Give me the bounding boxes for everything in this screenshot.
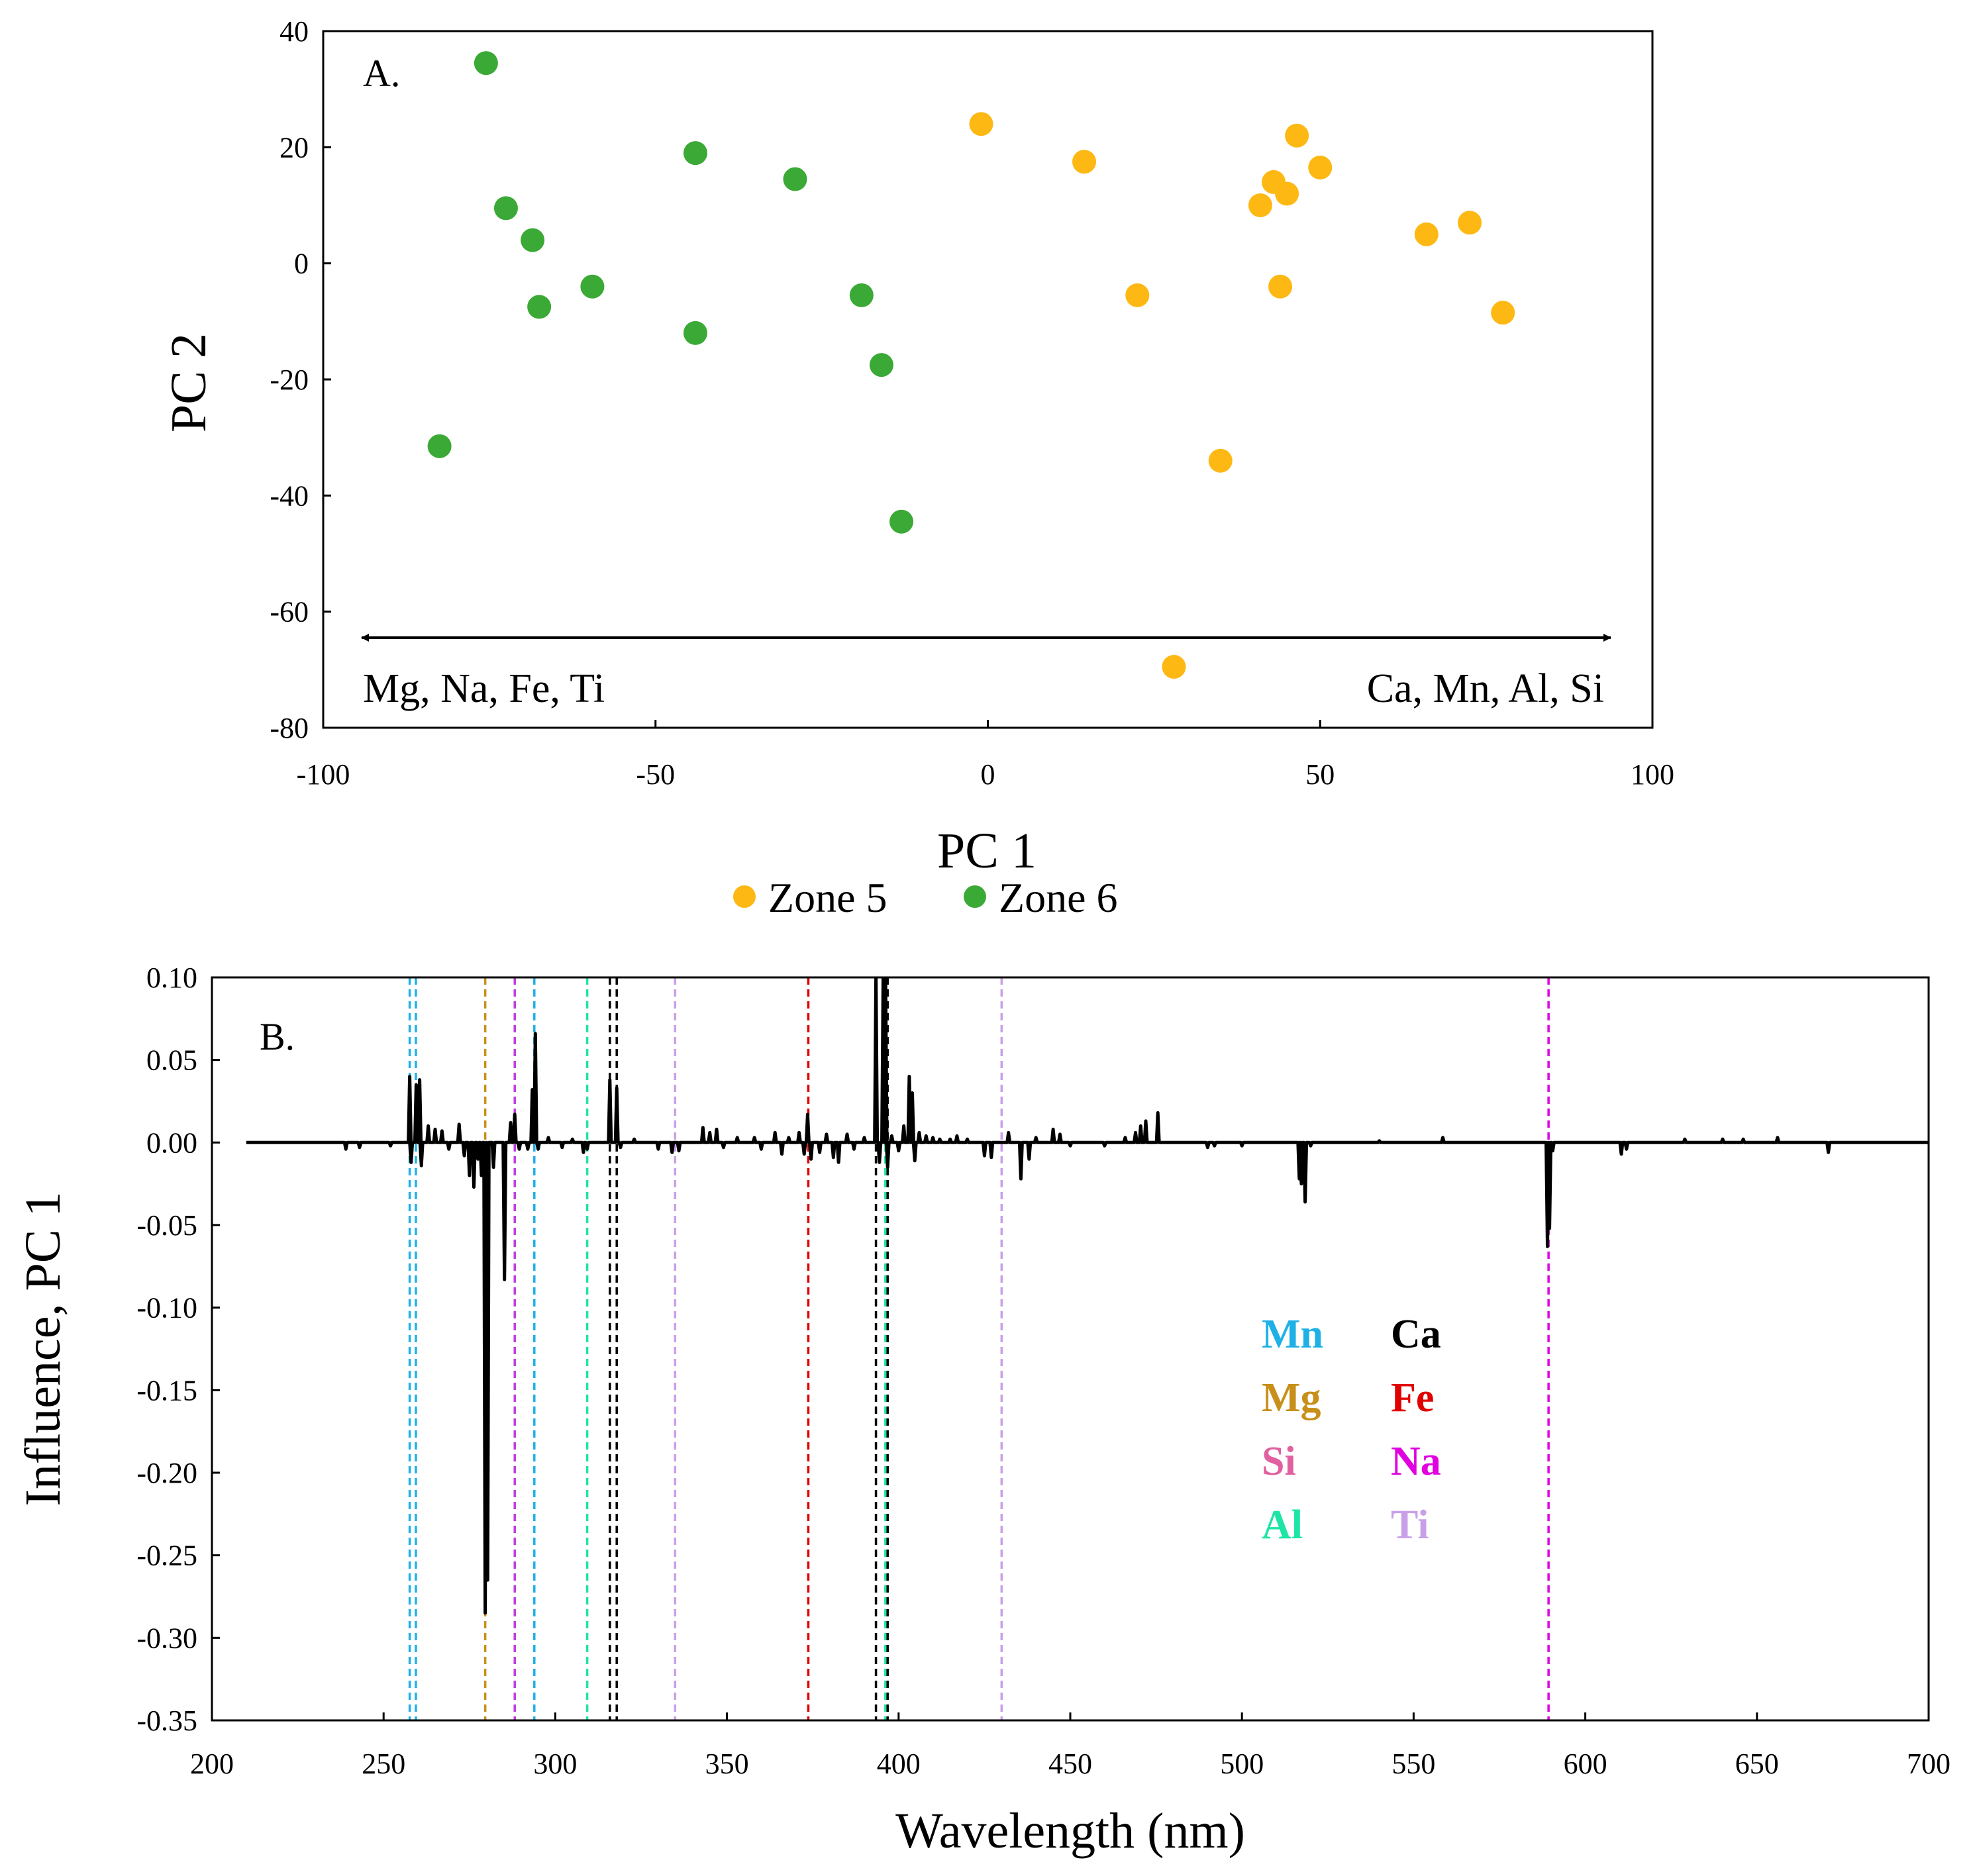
panel-b-ytick-label: 0.00 xyxy=(146,1126,197,1159)
panel-b: B. 0.10 0.05 0.00 -0.05 -0.10 -0.15 -0.20 -0.25… xyxy=(15,962,1950,1859)
scatter-point-zone6 xyxy=(783,167,807,191)
panel-b-y-axis-label: Influence, PC 1 xyxy=(15,1192,71,1506)
element-color-legend: Mn Ca Mg Fe Si Na Al Ti xyxy=(1262,1312,1441,1548)
panel-b-ytick-label: -0.20 xyxy=(136,1457,197,1489)
panel-b-xtick-label: 500 xyxy=(1220,1748,1264,1780)
panel-b-xtick-label: 550 xyxy=(1391,1748,1435,1780)
annotation-right-elements: Ca, Mn, Al, Si xyxy=(1367,666,1604,711)
panel-b-ytick-label: 0.10 xyxy=(146,962,197,994)
pc1-loading-spectrum xyxy=(246,977,1929,1615)
element-reference-lines xyxy=(408,977,1550,1720)
panel-a-ytick-label: 20 xyxy=(279,131,309,164)
legend-zone6-label: Zone 6 xyxy=(999,874,1118,921)
panel-a-points xyxy=(427,51,1515,679)
panel-a-plot-frame xyxy=(322,30,1654,729)
scatter-point-zone6 xyxy=(683,141,707,166)
annotation-left-elements: Mg, Na, Fe, Ti xyxy=(363,666,605,711)
panel-b-ytick-label: -0.30 xyxy=(136,1622,197,1654)
element-legend-mg: Mg xyxy=(1262,1375,1321,1420)
legend-zone6-marker xyxy=(964,885,986,908)
scatter-point-zone5 xyxy=(1414,222,1439,246)
element-legend-al: Al xyxy=(1262,1503,1303,1548)
panel-a-ytick-label: 40 xyxy=(279,15,309,48)
panel-b-label: B. xyxy=(260,1015,295,1058)
panel-b-ytick-label: -0.05 xyxy=(136,1209,197,1242)
panel-a-x-axis-label: PC 1 xyxy=(937,823,1037,879)
panel-a-label: A. xyxy=(363,52,400,95)
panel-a-y-axis-label: PC 2 xyxy=(161,333,217,432)
element-legend-mn: Mn xyxy=(1262,1312,1323,1357)
scatter-point-zone6 xyxy=(493,196,518,221)
panel-b-xticks: 200 250 300 350 400 450 500 550 600 650 700 xyxy=(190,1712,1950,1780)
scatter-point-zone5 xyxy=(1275,181,1299,206)
panel-a-ytick-label: -40 xyxy=(270,479,309,512)
legend-zone5-marker xyxy=(733,885,756,908)
panel-a-ytick-label: -60 xyxy=(270,596,309,628)
panel-a-ytick-label: -20 xyxy=(270,364,309,396)
panel-b-xtick-label: 450 xyxy=(1048,1748,1092,1780)
element-legend-fe: Fe xyxy=(1391,1375,1434,1420)
scatter-point-zone6 xyxy=(427,434,452,458)
scatter-point-zone6 xyxy=(683,321,707,345)
panel-a-yticks: 40 20 0 -20 -40 -60 -80 xyxy=(270,15,331,744)
panel-b-xtick-label: 650 xyxy=(1735,1748,1779,1780)
panel-a-xtick-label: -100 xyxy=(297,758,350,791)
panel-b-xtick-label: 250 xyxy=(362,1748,405,1780)
scatter-point-zone5 xyxy=(969,112,993,136)
panel-a-xtick-label: 50 xyxy=(1305,758,1335,791)
scatter-point-zone5 xyxy=(1125,283,1150,307)
scatter-point-zone5 xyxy=(1491,301,1515,325)
legend-zone5-label: Zone 5 xyxy=(768,874,887,921)
panel-b-yticks: 0.10 0.05 0.00 -0.05 -0.10 -0.15 -0.20 -0.25 -0.… xyxy=(136,962,220,1737)
spectrum-line xyxy=(246,977,1929,1615)
scatter-point-zone5 xyxy=(1248,193,1272,217)
element-legend-ti: Ti xyxy=(1391,1503,1429,1548)
scatter-point-zone5 xyxy=(1072,150,1097,174)
panel-b-ytick-label: -0.15 xyxy=(136,1374,197,1407)
panel-b-x-axis-label: Wavelength (nm) xyxy=(895,1803,1245,1859)
scatter-point-zone6 xyxy=(521,228,545,252)
panel-a-legend: Zone 5 Zone 6 xyxy=(733,874,1118,921)
scatter-point-zone6 xyxy=(869,353,893,377)
panel-a-xtick-label: 0 xyxy=(981,758,995,791)
scatter-point-zone5 xyxy=(1208,448,1233,473)
panel-a-xticks: -100 -50 0 50 100 xyxy=(297,720,1674,791)
panel-a-ytick-label: -80 xyxy=(270,712,309,744)
panel-b-ytick-label: 0.05 xyxy=(146,1044,197,1077)
panel-b-xtick-label: 200 xyxy=(190,1748,234,1780)
panel-b-ytick-label: -0.25 xyxy=(136,1540,197,1572)
panel-b-plot-frame xyxy=(211,976,1930,1722)
scatter-point-zone5 xyxy=(1308,156,1333,180)
panel-b-xtick-label: 400 xyxy=(877,1748,921,1780)
panel-a-xtick-label: 100 xyxy=(1631,758,1674,791)
element-legend-si: Si xyxy=(1262,1439,1296,1484)
scatter-point-zone5 xyxy=(1285,123,1309,148)
scatter-point-zone6 xyxy=(527,295,552,319)
scatter-point-zone6 xyxy=(849,283,874,307)
scatter-point-zone6 xyxy=(580,274,605,299)
element-legend-ca: Ca xyxy=(1391,1312,1441,1357)
panel-b-xtick-label: 600 xyxy=(1564,1748,1607,1780)
panel-b-ytick-label: -0.35 xyxy=(136,1704,197,1737)
scatter-point-zone5 xyxy=(1268,274,1293,299)
scatter-point-zone6 xyxy=(474,51,498,75)
element-legend-na: Na xyxy=(1391,1439,1441,1484)
panel-b-xtick-label: 350 xyxy=(705,1748,749,1780)
panel-b-ytick-label: -0.10 xyxy=(136,1292,197,1324)
panel-b-xtick-label: 700 xyxy=(1907,1748,1950,1780)
panel-b-xtick-label: 300 xyxy=(533,1748,577,1780)
scatter-point-zone5 xyxy=(1162,654,1186,679)
scatter-point-zone5 xyxy=(1458,211,1482,235)
panel-a-xtick-label: -50 xyxy=(636,758,675,791)
scatter-point-zone6 xyxy=(889,509,914,534)
panel-a-ytick-label: 0 xyxy=(294,248,309,280)
